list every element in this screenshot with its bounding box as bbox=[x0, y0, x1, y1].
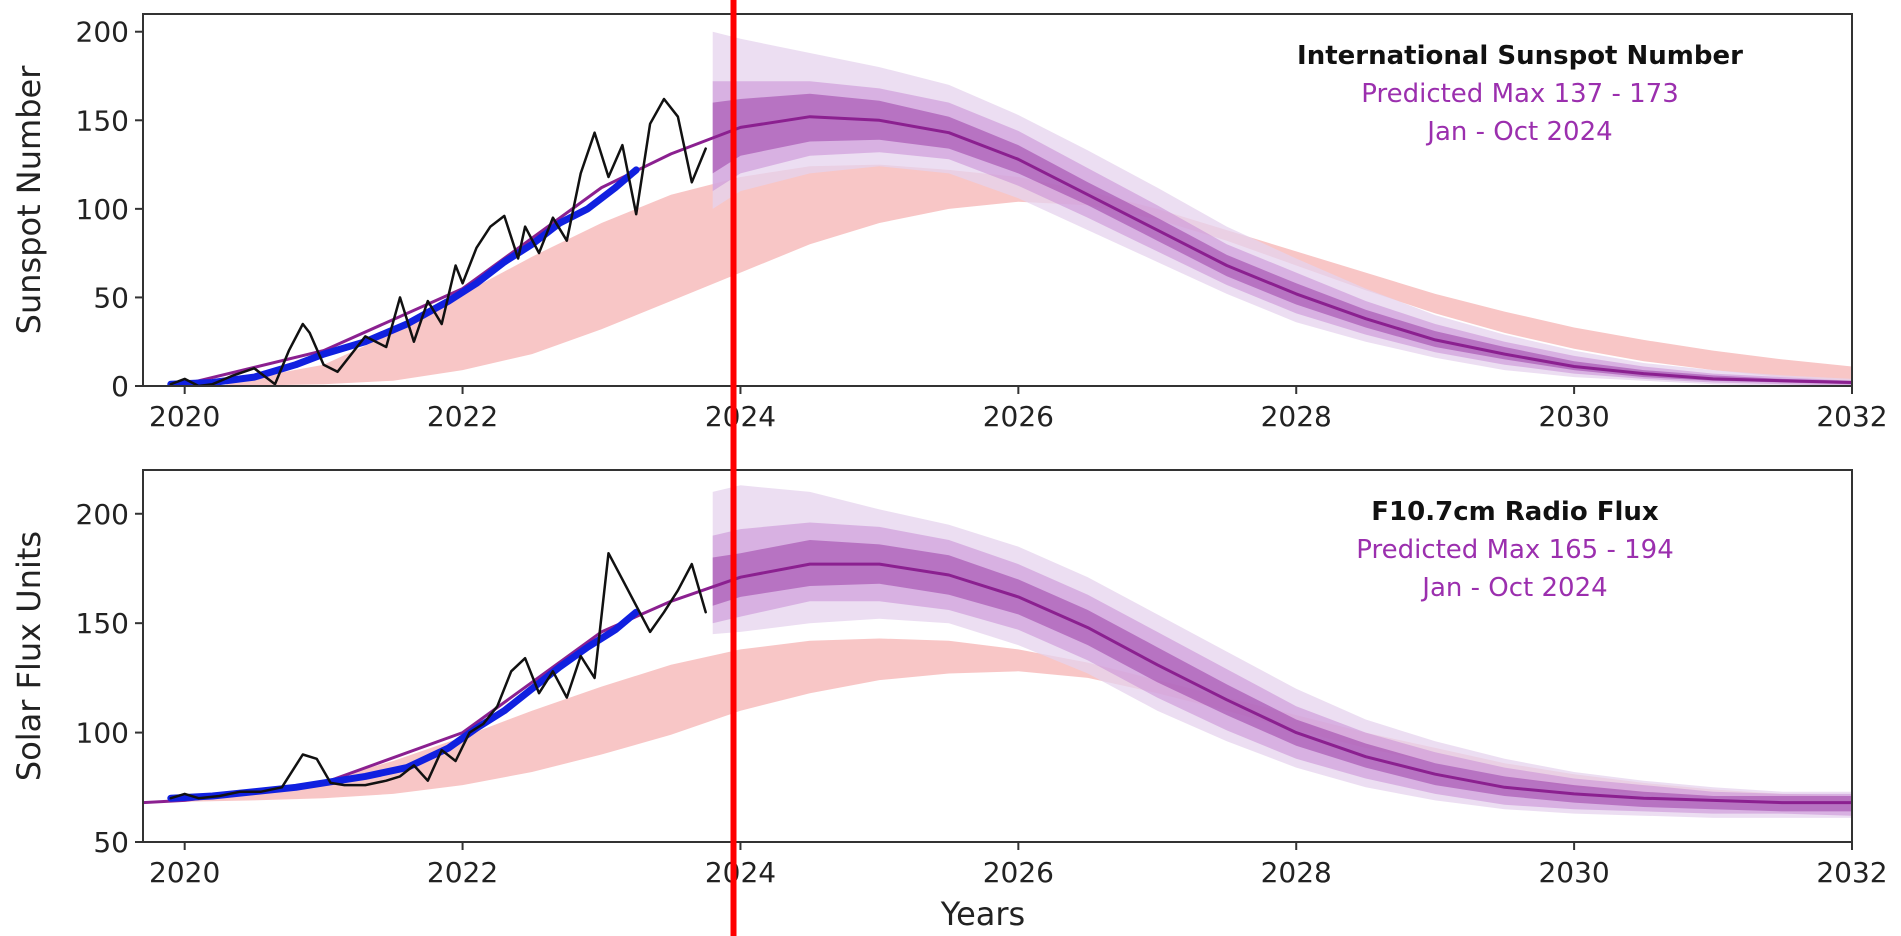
observed-smoothed-line bbox=[167, 166, 640, 386]
prediction-band-outer bbox=[712, 31, 1852, 386]
y-tick-label: 50 bbox=[93, 281, 129, 314]
expert-panel-band bbox=[226, 164, 1852, 386]
annotation-title: F10.7cm Radio Flux bbox=[1371, 497, 1659, 527]
plot-area bbox=[167, 31, 1852, 386]
y-tick-label: 150 bbox=[76, 607, 129, 640]
y-tick-label: 150 bbox=[76, 104, 129, 137]
plot-area bbox=[143, 485, 1852, 818]
y-tick-label: 0 bbox=[111, 370, 129, 403]
x-tick-label: 2028 bbox=[1261, 856, 1332, 889]
annotation-date-range: Jan - Oct 2024 bbox=[1420, 573, 1607, 603]
prediction-line bbox=[143, 562, 1852, 805]
sunspot-number-panel: 2020 2022 2024 2026 2028 2030 2032 0 50 100 150 200… bbox=[10, 13, 1888, 433]
observed-monthly-line bbox=[169, 97, 707, 386]
y-tick-label: 200 bbox=[76, 16, 129, 49]
y-tick-label: 200 bbox=[76, 498, 129, 531]
x-tick-label: 2028 bbox=[1261, 400, 1332, 433]
observed-monthly-line bbox=[169, 551, 707, 800]
x-tick-label: 2022 bbox=[427, 856, 498, 889]
y-tick-label: 100 bbox=[76, 193, 129, 226]
annotation-predicted-max: Predicted Max 137 - 173 bbox=[1361, 79, 1679, 109]
x-tick-label: 2030 bbox=[1538, 856, 1609, 889]
prediction-band-inner bbox=[712, 540, 1852, 812]
y-axis-label: Solar Flux Units bbox=[10, 531, 48, 781]
y-tick-label: 100 bbox=[76, 717, 129, 750]
x-tick-label: 2026 bbox=[983, 856, 1054, 889]
x-tick-label: 2024 bbox=[705, 400, 776, 433]
x-tick-label: 2026 bbox=[983, 400, 1054, 433]
expert-panel-band bbox=[143, 638, 1852, 803]
x-tick-label: 2020 bbox=[149, 856, 220, 889]
radio-flux-panel: 2020 2022 2024 2026 2028 2030 2032 50 100 150 200 S… bbox=[10, 469, 1888, 889]
y-axis-label: Sunspot Number bbox=[10, 65, 48, 335]
plot-frame bbox=[142, 13, 1853, 387]
annotation-predicted-max: Predicted Max 165 - 194 bbox=[1356, 535, 1674, 565]
x-tick-label: 2032 bbox=[1816, 856, 1887, 889]
prediction-band-inner bbox=[712, 93, 1852, 385]
x-tick-label: 2020 bbox=[149, 400, 220, 433]
x-tick-label: 2032 bbox=[1816, 400, 1887, 433]
plot-frame bbox=[142, 469, 1853, 843]
x-tick-label: 2030 bbox=[1538, 400, 1609, 433]
x-tick-label: 2022 bbox=[427, 400, 498, 433]
x-axis-label: Years bbox=[940, 895, 1025, 933]
y-tick-label: 50 bbox=[93, 826, 129, 859]
annotation-date-range: Jan - Oct 2024 bbox=[1425, 117, 1612, 147]
annotation-title: International Sunspot Number bbox=[1297, 41, 1743, 71]
x-tick-label: 2024 bbox=[705, 856, 776, 889]
